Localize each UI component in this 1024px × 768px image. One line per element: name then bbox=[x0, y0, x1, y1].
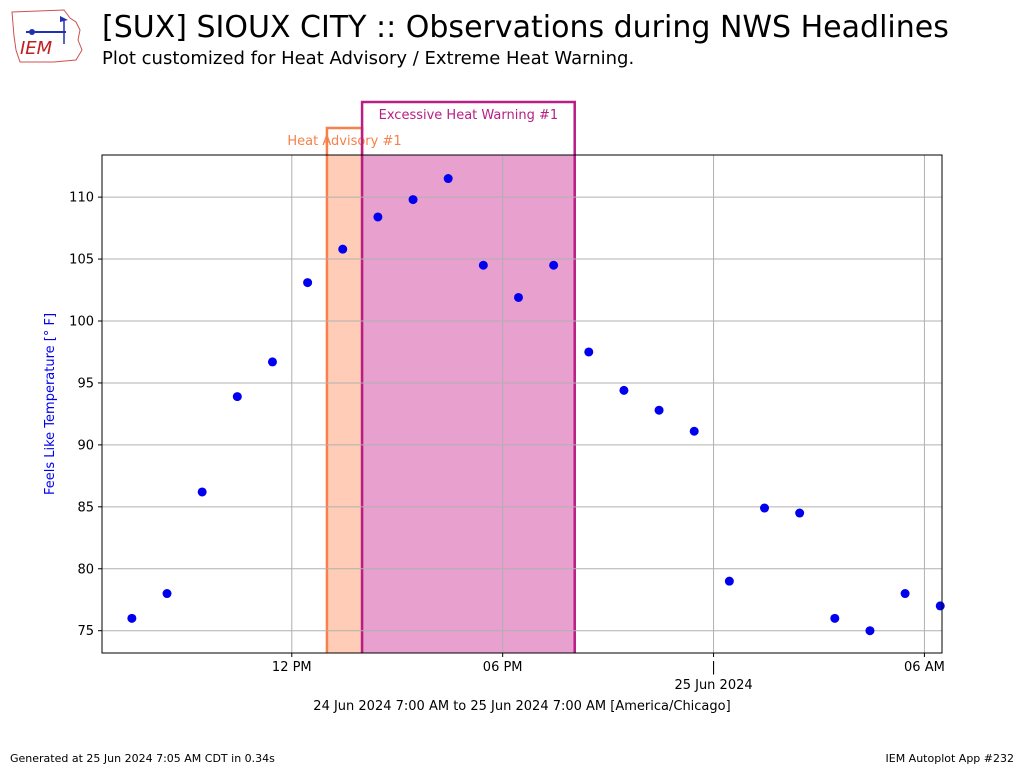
y-tick-label: 95 bbox=[77, 376, 94, 391]
data-point bbox=[197, 487, 207, 497]
data-point bbox=[549, 260, 559, 270]
x-tick-label: 06 AM bbox=[904, 660, 945, 675]
headline-label: Heat Advisory #1 bbox=[287, 134, 401, 149]
data-point bbox=[478, 260, 488, 270]
y-axis-ticks: 75 80 85 90 95 100 105 110 bbox=[69, 191, 102, 639]
iem-logo: IEM bbox=[11, 9, 83, 63]
x-axis-label: 24 Jun 2024 7:00 AM to 25 Jun 2024 7:00 … bbox=[313, 699, 730, 714]
data-point bbox=[760, 503, 770, 513]
headline-band bbox=[326, 155, 363, 653]
x-tick-label: 12 PM bbox=[272, 660, 312, 675]
x-tick-label: 06 PM bbox=[483, 660, 523, 675]
data-points bbox=[127, 174, 945, 636]
app-label: IEM Autoplot App #232 bbox=[885, 752, 1015, 765]
headline-bands: Heat Advisory #1 Excessive Heat Warning #… bbox=[287, 100, 576, 653]
data-point bbox=[619, 385, 629, 395]
data-point bbox=[127, 613, 137, 623]
data-point bbox=[513, 292, 523, 302]
y-tick-label: 105 bbox=[69, 253, 94, 268]
headline-label: Excessive Heat Warning #1 bbox=[379, 108, 559, 123]
y-tick-label: 100 bbox=[69, 315, 94, 330]
data-point bbox=[689, 426, 699, 436]
data-point bbox=[654, 405, 664, 415]
data-point bbox=[724, 576, 734, 586]
data-point bbox=[162, 589, 172, 599]
y-tick-label: 85 bbox=[77, 500, 94, 515]
data-point bbox=[373, 212, 383, 222]
data-point bbox=[935, 601, 945, 611]
data-point bbox=[865, 626, 875, 636]
logo-text: IEM bbox=[20, 38, 53, 59]
plot-frame bbox=[101, 154, 943, 654]
data-point bbox=[443, 174, 453, 184]
data-point bbox=[232, 392, 242, 402]
y-tick-label: 90 bbox=[77, 438, 94, 453]
y-axis-label: Feels Like Temperature [° F] bbox=[43, 313, 58, 495]
headline-band-outline bbox=[360, 100, 576, 653]
y-tick-label: 75 bbox=[77, 624, 94, 639]
y-tick-label: 110 bbox=[69, 191, 94, 206]
data-point bbox=[267, 357, 277, 367]
page-title: [SUX] SIOUX CITY :: Observations during … bbox=[102, 10, 949, 45]
x-axis-ticks: 12 PM 06 PM | 25 Jun 2024 06 AM bbox=[272, 653, 945, 693]
y-tick-label: 80 bbox=[77, 562, 94, 577]
generated-timestamp: Generated at 25 Jun 2024 7:05 AM CDT in … bbox=[10, 752, 275, 765]
data-point bbox=[408, 195, 418, 205]
data-point bbox=[795, 508, 805, 518]
data-point bbox=[830, 613, 840, 623]
data-point bbox=[303, 278, 313, 288]
x-tick-label: | 25 Jun 2024 bbox=[674, 660, 752, 693]
grid-lines bbox=[102, 155, 942, 653]
data-point bbox=[338, 244, 348, 254]
headline-band bbox=[362, 155, 575, 653]
data-point bbox=[584, 347, 594, 357]
page-subtitle: Plot customized for Heat Advisory / Extr… bbox=[102, 48, 635, 69]
data-point bbox=[900, 589, 910, 599]
